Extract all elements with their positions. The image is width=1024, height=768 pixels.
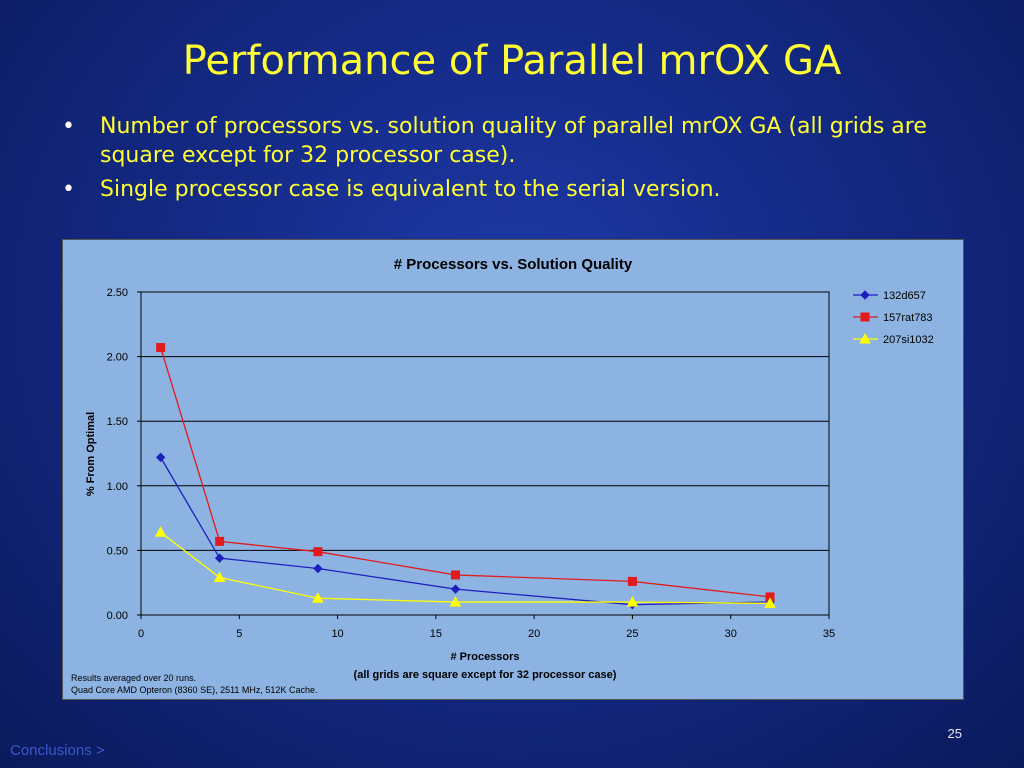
conclusions-link[interactable]: Conclusions > xyxy=(10,742,105,759)
data-point xyxy=(312,592,324,603)
series-line xyxy=(160,347,771,598)
y-tick-label: 2.00 xyxy=(107,352,128,364)
data-point xyxy=(313,563,323,574)
plot-area xyxy=(140,291,830,616)
x-axis-subtitle: (all grids are square except for 32 proc… xyxy=(354,669,617,681)
legend-marker xyxy=(859,332,871,344)
y-tick-label: 1.50 xyxy=(107,416,128,428)
y-tick-label: 0.00 xyxy=(107,610,128,622)
series-line xyxy=(160,457,771,606)
footnote: Quad Core AMD Opteron (8360 SE), 2511 MH… xyxy=(71,685,317,695)
x-tick-label: 35 xyxy=(823,628,835,640)
data-point xyxy=(626,596,639,607)
page-number: 25 xyxy=(947,726,962,741)
data-point xyxy=(154,526,167,537)
legend-marker xyxy=(860,290,870,300)
data-point xyxy=(215,536,225,546)
legend-label: 207si1032 xyxy=(883,334,934,346)
bullet-item: Number of processors vs. solution qualit… xyxy=(62,112,982,170)
series-line xyxy=(160,531,771,605)
data-point xyxy=(313,547,323,557)
x-tick-label: 10 xyxy=(331,628,343,640)
chart-panel: # Processors vs. Solution Quality 0.00 0.… xyxy=(62,239,964,700)
x-tick-label: 20 xyxy=(528,628,540,640)
legend-label: 132d657 xyxy=(883,290,926,302)
data-point xyxy=(213,571,226,583)
data-point xyxy=(451,570,461,580)
data-point xyxy=(155,452,166,463)
chart: # Processors vs. Solution Quality 0.00 0.… xyxy=(71,256,934,695)
bullet-list: Number of processors vs. solution qualit… xyxy=(62,112,982,209)
y-axis-title: % From Optimal xyxy=(85,412,97,496)
x-tick-label: 15 xyxy=(430,628,442,640)
x-axis-title: # Processors xyxy=(450,651,519,663)
data-point xyxy=(450,584,461,594)
x-tick-label: 25 xyxy=(626,628,638,640)
data-point xyxy=(214,553,225,563)
y-tick-label: 2.50 xyxy=(107,287,128,299)
legend-marker xyxy=(860,312,870,322)
x-tick-label: 30 xyxy=(725,628,737,640)
data-point xyxy=(156,343,166,353)
footnote: Results averaged over 20 runs. xyxy=(71,673,196,683)
data-point xyxy=(764,597,776,608)
y-tick-label: 1.00 xyxy=(107,481,128,493)
bullet-item: Single processor case is equivalent to t… xyxy=(62,175,982,204)
legend-label: 157rat783 xyxy=(883,312,933,324)
slide-title: Performance of Parallel mrOX GA xyxy=(182,38,842,84)
chart-title: # Processors vs. Solution Quality xyxy=(394,256,633,273)
x-tick-label: 5 xyxy=(236,628,242,640)
data-point xyxy=(627,576,637,586)
y-tick-label: 0.50 xyxy=(107,545,128,557)
data-point xyxy=(449,596,462,607)
x-tick-label: 0 xyxy=(138,628,144,640)
